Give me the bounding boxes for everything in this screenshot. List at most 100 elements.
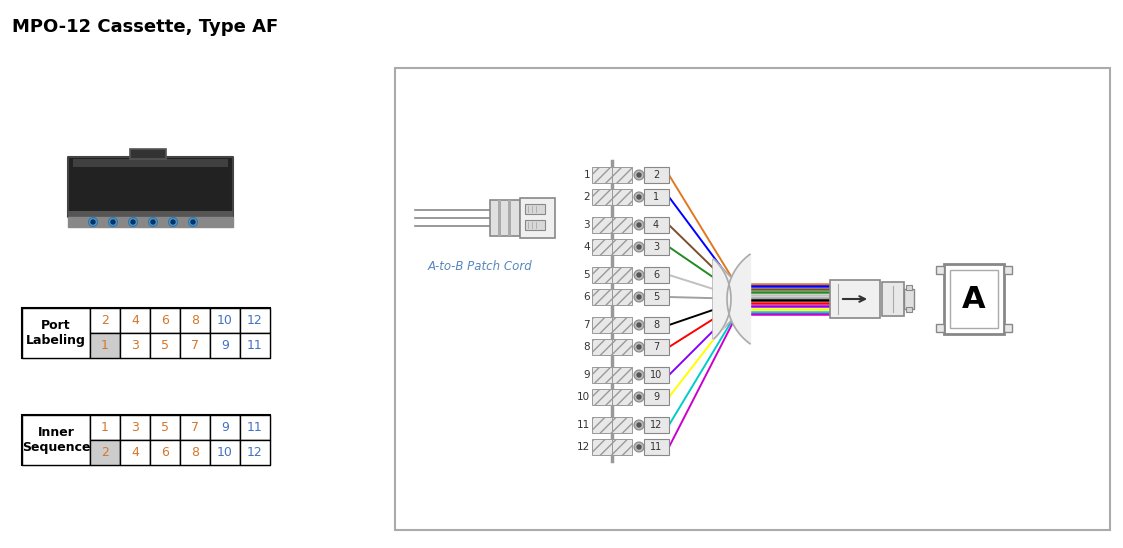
Circle shape (634, 292, 643, 302)
Bar (906, 285, 912, 290)
Circle shape (171, 220, 175, 224)
Circle shape (89, 218, 98, 226)
Bar (643, 217, 669, 233)
Text: 12: 12 (247, 314, 263, 327)
Bar (210, 440, 240, 465)
Circle shape (168, 218, 177, 226)
Circle shape (637, 245, 641, 249)
Text: 1: 1 (101, 339, 109, 352)
Text: 1: 1 (583, 170, 590, 180)
Text: 4: 4 (652, 220, 659, 230)
Bar (592, 339, 612, 355)
Circle shape (637, 323, 641, 327)
Bar (612, 167, 632, 183)
Circle shape (109, 218, 118, 226)
Bar (180, 415, 210, 440)
Circle shape (634, 270, 643, 280)
Text: 2: 2 (101, 314, 109, 327)
Bar (592, 389, 612, 405)
Bar (508, 200, 511, 236)
Text: 9: 9 (221, 421, 229, 434)
Bar (935, 324, 944, 332)
Bar (69, 157, 232, 217)
Bar (592, 439, 612, 455)
Circle shape (637, 395, 641, 399)
Circle shape (131, 220, 135, 224)
Circle shape (637, 195, 641, 199)
Bar (130, 149, 166, 159)
Bar (524, 220, 545, 230)
Circle shape (634, 192, 643, 202)
Text: 5: 5 (161, 339, 168, 352)
Text: 8: 8 (652, 320, 659, 330)
Bar (612, 389, 632, 405)
Text: 4: 4 (583, 242, 590, 252)
Bar (950, 270, 998, 328)
Text: 8: 8 (191, 314, 199, 327)
Text: 9: 9 (221, 339, 229, 352)
Circle shape (191, 220, 195, 224)
Bar (240, 415, 270, 440)
Text: A-to-B Patch Cord: A-to-B Patch Cord (428, 260, 532, 273)
Circle shape (637, 423, 641, 427)
Circle shape (634, 442, 643, 452)
Circle shape (634, 242, 643, 252)
Bar (643, 417, 669, 433)
Bar (643, 239, 669, 255)
Bar (69, 217, 232, 227)
Bar (497, 200, 501, 236)
Text: 8: 8 (583, 342, 590, 352)
Text: 6: 6 (652, 270, 659, 280)
Bar (592, 189, 612, 205)
Bar (524, 204, 545, 214)
Bar (612, 239, 632, 255)
Bar (22, 415, 90, 465)
Bar (612, 439, 632, 455)
Text: 6: 6 (161, 446, 168, 459)
Bar (643, 189, 669, 205)
Text: 6: 6 (161, 314, 168, 327)
Text: 10: 10 (650, 370, 663, 380)
Bar (612, 217, 632, 233)
Circle shape (637, 273, 641, 277)
Bar (592, 267, 612, 283)
Circle shape (637, 373, 641, 377)
Bar (612, 267, 632, 283)
Text: 1: 1 (652, 192, 659, 202)
Text: A: A (962, 284, 986, 313)
Text: 5: 5 (652, 292, 659, 302)
Bar (90, 440, 120, 465)
Bar (240, 440, 270, 465)
Circle shape (637, 345, 641, 349)
Bar (210, 415, 240, 440)
Bar (520, 198, 555, 238)
Text: 8: 8 (191, 446, 199, 459)
Bar (612, 367, 632, 383)
Text: 10: 10 (577, 392, 590, 402)
Bar (643, 289, 669, 305)
Bar (150, 440, 180, 465)
Circle shape (634, 342, 643, 352)
Circle shape (634, 170, 643, 180)
Bar (643, 389, 669, 405)
Bar (490, 200, 520, 236)
Text: 7: 7 (191, 421, 199, 434)
Text: 12: 12 (577, 442, 590, 452)
Bar (120, 415, 150, 440)
Text: 3: 3 (652, 242, 659, 252)
Text: Inner
Sequence: Inner Sequence (21, 426, 90, 454)
Bar (210, 333, 240, 358)
Circle shape (634, 392, 643, 402)
Bar (643, 439, 669, 455)
Bar (1004, 324, 1012, 332)
Bar (612, 339, 632, 355)
Bar (150, 308, 180, 333)
Bar (180, 333, 210, 358)
Bar (612, 417, 632, 433)
Bar (210, 308, 240, 333)
Bar (240, 333, 270, 358)
Circle shape (634, 420, 643, 430)
Bar (22, 308, 90, 358)
Circle shape (637, 445, 641, 449)
Circle shape (637, 295, 641, 299)
